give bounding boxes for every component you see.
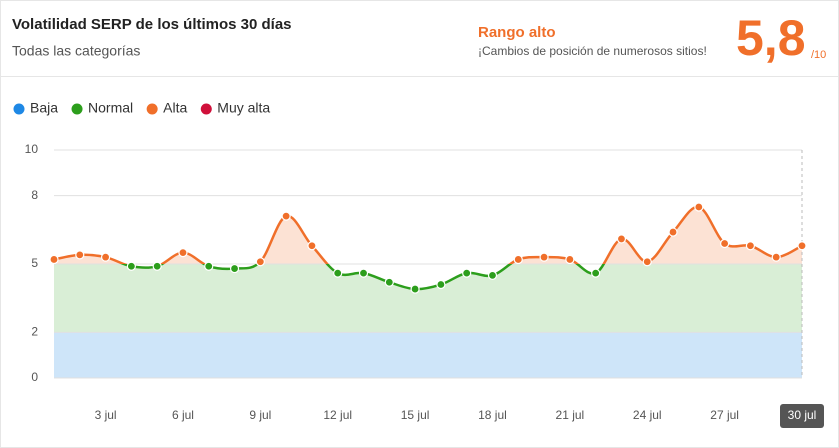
point <box>126 261 136 271</box>
legend-dot <box>146 103 158 115</box>
legend-label: Muy alta <box>217 100 270 116</box>
legend-dot <box>13 103 25 115</box>
y-tick-label: 5 <box>31 256 38 270</box>
chart-title: Volatilidad SERP de los últimos 30 días <box>12 16 292 33</box>
point <box>539 252 549 262</box>
point <box>281 211 291 221</box>
point <box>75 250 85 260</box>
legend-label: Normal <box>88 100 133 116</box>
point <box>100 252 111 262</box>
point <box>178 248 188 258</box>
point <box>384 277 394 287</box>
point <box>333 268 343 278</box>
point <box>616 234 627 244</box>
point <box>771 252 781 262</box>
legend-dot <box>71 103 83 115</box>
point <box>513 254 523 265</box>
x-tick-label: 24 jul <box>633 408 662 422</box>
legend-label: Alta <box>163 100 187 116</box>
x-tick-label: 3 jul <box>95 408 117 422</box>
point <box>49 254 59 265</box>
x-tick-label: 12 jul <box>323 408 352 422</box>
level: Rango alto <box>478 24 556 41</box>
x-tick-label: 21 jul <box>556 408 585 422</box>
point <box>462 268 472 278</box>
y-tick-label: 2 <box>31 325 38 339</box>
point <box>720 238 730 249</box>
level-description: ¡Cambios de posición de numerosos sitios… <box>478 44 707 58</box>
y-tick-label: 0 <box>31 370 38 384</box>
legend-label: Baja <box>30 100 58 116</box>
point <box>410 284 420 294</box>
point <box>152 261 162 271</box>
point <box>358 268 369 278</box>
point <box>307 241 317 251</box>
point <box>436 279 446 290</box>
point <box>487 270 498 280</box>
current-date-box <box>780 404 824 428</box>
x-tick-label: 15 jul <box>401 408 430 422</box>
point <box>642 257 652 267</box>
point <box>591 268 601 278</box>
score-max: /10 <box>811 49 826 61</box>
point <box>694 202 704 212</box>
y-tick-label: 10 <box>25 142 39 156</box>
score: 5,8 <box>736 10 806 66</box>
point <box>565 254 575 265</box>
band-baja <box>54 332 802 378</box>
point <box>797 241 807 251</box>
point <box>204 261 214 271</box>
y-tick-label: 8 <box>31 188 38 202</box>
point <box>255 257 265 267</box>
point <box>229 263 240 274</box>
point <box>745 241 756 251</box>
volatility-line <box>120 264 606 291</box>
x-tick-label: 9 jul <box>249 408 271 422</box>
x-tick-label: 30 jul <box>788 408 817 422</box>
chart-subtitle: Todas las categorías <box>12 43 140 59</box>
x-tick-label: 27 jul <box>710 408 739 422</box>
point <box>668 227 678 237</box>
x-tick-label: 6 jul <box>172 408 194 422</box>
x-tick-label: 18 jul <box>478 408 507 422</box>
legend-dot <box>200 103 212 115</box>
